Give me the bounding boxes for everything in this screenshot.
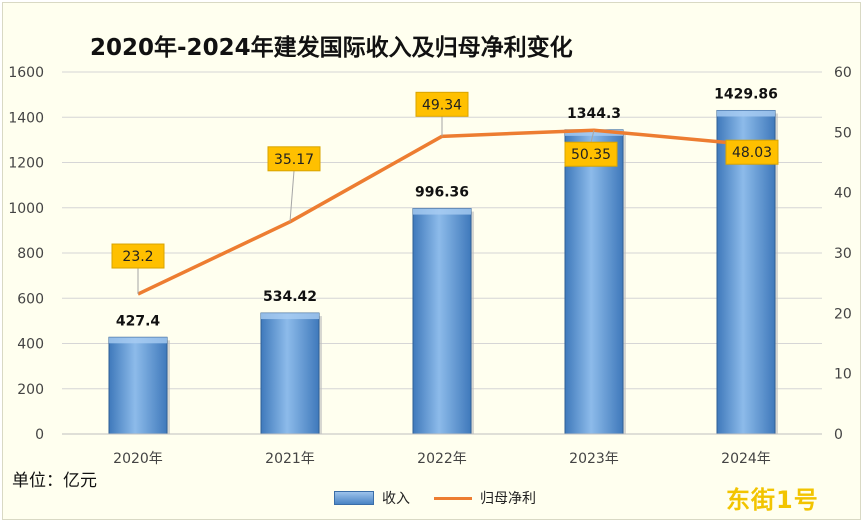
bar-top-bevel bbox=[261, 313, 319, 320]
bar bbox=[260, 312, 320, 435]
callout-box bbox=[111, 243, 165, 269]
bar bbox=[564, 129, 624, 435]
callout-box bbox=[725, 139, 779, 165]
y-right-tick-label: 50 bbox=[834, 125, 852, 141]
bar-value-label: 534.42 bbox=[263, 289, 317, 305]
y-right-tick-label: 40 bbox=[834, 186, 852, 202]
y-left-tick-label: 1600 bbox=[8, 65, 44, 81]
line-value-label: 23.2 bbox=[122, 249, 153, 265]
legend-label-net-profit: 归母净利 bbox=[480, 491, 536, 507]
y-right-tick-label: 60 bbox=[834, 65, 852, 81]
y-left-tick-label: 400 bbox=[17, 337, 44, 353]
callout-leader bbox=[590, 130, 595, 143]
bar-top-bevel bbox=[413, 208, 471, 215]
y-right-tick-label: 0 bbox=[834, 427, 843, 443]
y-left-tick-label: 600 bbox=[17, 291, 44, 307]
bar-value-label: 427.4 bbox=[116, 313, 161, 329]
y-right-tick-label: 30 bbox=[834, 246, 852, 262]
x-tick-label: 2021年 bbox=[265, 451, 315, 467]
legend: 收入 归母净利 bbox=[334, 488, 536, 508]
unit-label: 单位：亿元 bbox=[12, 471, 97, 491]
x-tick-label: 2020年 bbox=[113, 451, 163, 467]
y-left-tick-label: 1200 bbox=[8, 156, 44, 172]
bar-value-label: 1344.3 bbox=[567, 106, 621, 122]
legend-label-revenue: 收入 bbox=[382, 491, 410, 507]
bar-top-bevel bbox=[717, 110, 775, 117]
legend-swatch-line bbox=[434, 496, 472, 500]
y-left-tick-label: 0 bbox=[35, 427, 44, 443]
y-left-tick-label: 200 bbox=[17, 382, 44, 398]
y-left-tick-label: 1400 bbox=[8, 110, 44, 126]
line-value-label: 50.35 bbox=[571, 147, 611, 163]
x-tick-label: 2022年 bbox=[417, 451, 467, 467]
chart-title: 2020年-2024年建发国际收入及归母净利变化 bbox=[90, 35, 573, 61]
bar-top-bevel bbox=[109, 337, 167, 344]
line-value-label: 35.17 bbox=[274, 152, 314, 168]
bar-top-bevel bbox=[565, 129, 623, 136]
bar bbox=[108, 336, 168, 435]
callout-leader bbox=[289, 170, 295, 222]
callout-box bbox=[564, 141, 618, 167]
callout-box bbox=[267, 146, 321, 172]
y-right-tick-label: 20 bbox=[834, 306, 852, 322]
y-right-tick-label: 10 bbox=[834, 367, 852, 383]
bar bbox=[412, 208, 472, 435]
legend-swatch-bar bbox=[334, 491, 374, 505]
x-tick-label: 2024年 bbox=[721, 451, 771, 467]
watermark: 东街1号 bbox=[726, 486, 819, 514]
bar-value-label: 1429.86 bbox=[714, 86, 778, 102]
x-tick-label: 2023年 bbox=[569, 451, 619, 467]
bar-value-label: 996.36 bbox=[415, 185, 469, 201]
y-left-tick-label: 800 bbox=[17, 246, 44, 262]
y-left-tick-label: 1000 bbox=[8, 201, 44, 217]
line-value-label: 48.03 bbox=[732, 145, 772, 161]
line-value-label: 49.34 bbox=[422, 97, 462, 113]
callout-box bbox=[415, 91, 469, 117]
